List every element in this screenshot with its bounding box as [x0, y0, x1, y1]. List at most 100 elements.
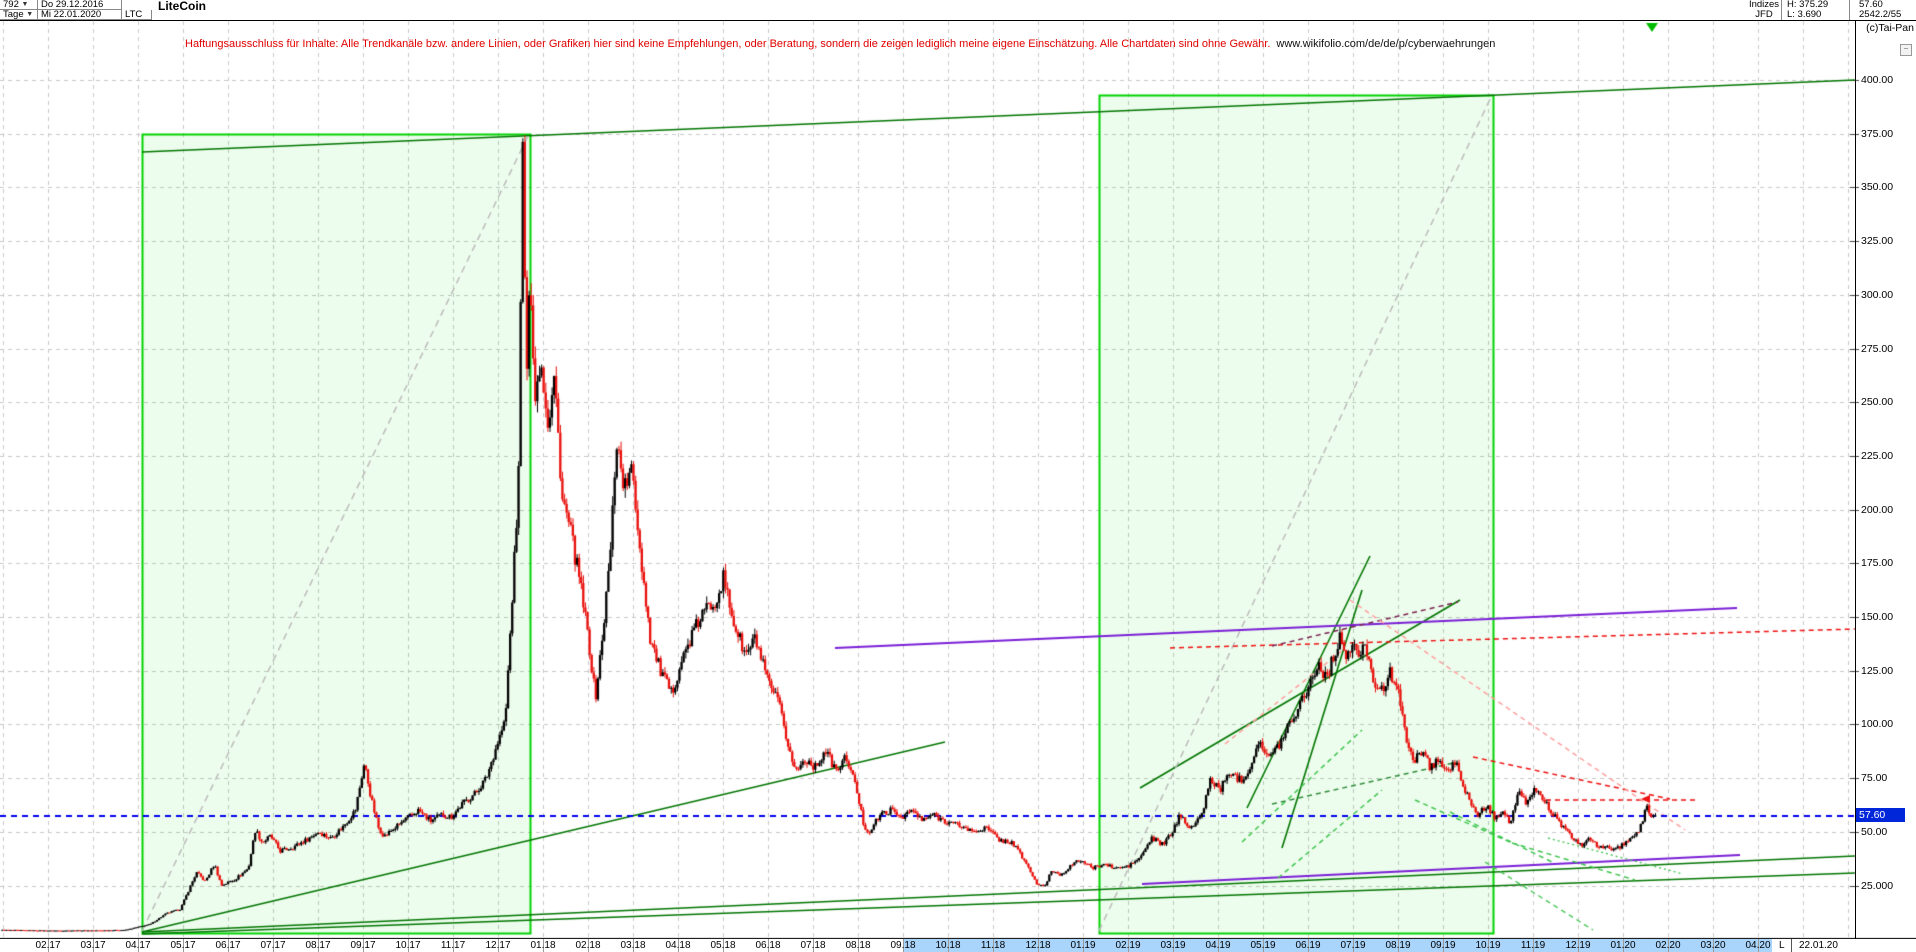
date-axis-label: 10.17 — [395, 940, 421, 951]
date-axis-label: 05.17 — [170, 940, 196, 951]
price-axis-line — [1855, 20, 1856, 939]
date-axis-label: 11.17 — [440, 940, 466, 951]
price-axis-label: 150.00 — [1861, 611, 1894, 623]
price-axis-label: 375.00 — [1861, 127, 1894, 140]
date-axis-tick — [1308, 939, 1309, 952]
date-axis-label: 12.17 — [485, 940, 511, 951]
date-axis-label: 12.18 — [1025, 940, 1051, 951]
price-axis-label: 350.00 — [1861, 181, 1894, 194]
date-axis-tick — [318, 939, 319, 952]
date-axis-tick — [768, 939, 769, 952]
date-axis-tick — [1623, 939, 1624, 952]
date-axis-tick — [228, 939, 229, 952]
date-axis-label: 07.17 — [260, 940, 286, 951]
date-axis-label: 03.18 — [620, 940, 646, 951]
price-axis-label: 25.000 — [1861, 879, 1894, 892]
price-axis-label: 125.00 — [1861, 664, 1894, 677]
date-axis-tick — [408, 939, 409, 952]
date-axis-label: 03.17 — [80, 940, 106, 951]
date-axis-tick — [948, 939, 949, 952]
date-axis-label: 08.19 — [1385, 940, 1411, 951]
disclaimer-text: Haftungsausschluss für Inhalte: Alle Tre… — [185, 38, 1495, 50]
date-axis-label: 02.17 — [35, 940, 61, 951]
date-axis-label: 11.19 — [1520, 940, 1546, 951]
price-axis-label: 50.00 — [1861, 825, 1888, 838]
date-axis-label: 04.19 — [1205, 940, 1231, 951]
date-axis-label: 10.18 — [935, 940, 961, 951]
date-axis-tick — [1668, 939, 1669, 952]
date-axis-tick — [588, 939, 589, 952]
price-axis-label: 225.00 — [1861, 449, 1894, 462]
date-axis-tick — [1488, 939, 1489, 952]
date-axis-tick — [723, 939, 724, 952]
date-axis-tick — [93, 939, 94, 952]
disclaimer-url: www.wikifolio.com/de/de/p/cyberwaehrunge… — [1276, 38, 1496, 50]
date-axis-tick — [813, 939, 814, 952]
date-axis-label: 06.19 — [1295, 940, 1321, 951]
date-axis: 02.17 03.17 04.17 05.17 06.17 07.17 08.17 09.17… — [0, 939, 1916, 952]
axis-end-date-label: 22.01.20 — [1799, 940, 1838, 951]
disclaimer-red-text: Haftungsausschluss für Inhalte: Alle Tre… — [185, 38, 1271, 50]
date-axis-label: 01.20 — [1610, 940, 1636, 951]
date-axis-tick — [1533, 939, 1534, 952]
date-axis-tick — [903, 939, 904, 952]
price-axis-label: 325.00 — [1861, 235, 1894, 248]
price-axis-label: 400.00 — [1861, 74, 1894, 86]
date-axis-label: 01.19 — [1070, 940, 1096, 951]
price-axis-label: 300.00 — [1861, 288, 1894, 301]
date-axis-tick — [1128, 939, 1129, 952]
date-axis-tick — [453, 939, 454, 952]
date-axis-tick — [678, 939, 679, 952]
date-axis-label: 04.20 — [1745, 940, 1771, 951]
axis-end-l-label: L — [1779, 940, 1785, 951]
date-axis-label: 12.19 — [1565, 940, 1591, 951]
price-axis-label: 250.00 — [1861, 396, 1894, 409]
date-axis-label: 02.19 — [1115, 940, 1141, 951]
price-axis-label: 100.00 — [1861, 718, 1894, 731]
date-axis-label: 05.19 — [1250, 940, 1276, 951]
date-axis-tick — [543, 939, 544, 952]
date-axis-tick — [1758, 939, 1759, 952]
date-axis-tick — [273, 939, 274, 952]
date-axis-tick — [1398, 939, 1399, 952]
date-axis-tick — [1353, 939, 1354, 952]
price-axis-label: 175.00 — [1861, 557, 1894, 570]
date-axis-tick — [1713, 939, 1714, 952]
date-axis-tick — [1578, 939, 1579, 952]
date-axis-tick — [993, 939, 994, 952]
date-axis-tick — [363, 939, 364, 952]
price-axis-label: 200.00 — [1861, 503, 1894, 516]
date-axis-tick — [1218, 939, 1219, 952]
date-axis-tick — [633, 939, 634, 952]
date-axis-tick — [498, 939, 499, 952]
date-axis-tick — [1263, 939, 1264, 952]
date-axis-label: 07.18 — [800, 940, 826, 951]
date-axis-label: 09.18 — [890, 940, 916, 951]
date-axis-label: 11.18 — [980, 940, 1006, 951]
date-axis-tick — [1173, 939, 1174, 952]
date-axis-label: 06.18 — [755, 940, 781, 951]
date-axis-label: 08.17 — [305, 940, 331, 951]
date-axis-label: 09.19 — [1430, 940, 1456, 951]
date-axis-label: 10.19 — [1475, 940, 1501, 951]
date-axis-tick — [1038, 939, 1039, 952]
date-axis-label: 06.17 — [215, 940, 241, 951]
date-axis-label: 01.18 — [530, 940, 556, 951]
price-axis-label: 275.00 — [1861, 342, 1894, 355]
date-axis-tick — [1443, 939, 1444, 952]
date-axis-label: 02.20 — [1655, 940, 1681, 951]
date-axis-selection-highlight — [903, 939, 1772, 952]
axis-end-separator — [1791, 939, 1792, 952]
price-axis-label: 75.00 — [1861, 772, 1888, 785]
date-axis-label: 02.18 — [575, 940, 601, 951]
date-axis-tick — [858, 939, 859, 952]
date-axis-label: 09.17 — [350, 940, 376, 951]
date-axis-label: 04.17 — [125, 940, 151, 951]
date-axis-label: 05.18 — [710, 940, 736, 951]
date-axis-label: 04.18 — [665, 940, 691, 951]
date-axis-label: 08.18 — [845, 940, 871, 951]
date-axis-tick — [138, 939, 139, 952]
date-axis-label: 03.19 — [1160, 940, 1186, 951]
date-axis-tick — [183, 939, 184, 952]
